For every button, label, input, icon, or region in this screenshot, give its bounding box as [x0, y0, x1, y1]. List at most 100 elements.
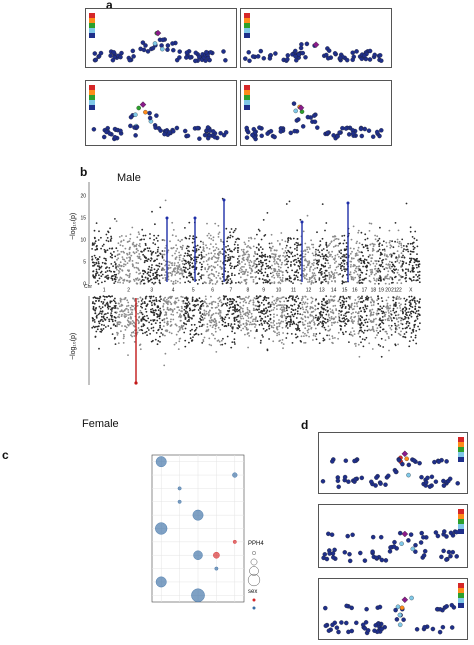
manhattan-point-female — [139, 296, 142, 299]
manhattan-point-male — [128, 248, 131, 251]
manhattan-point-female — [113, 323, 115, 326]
manhattan-point-male — [147, 250, 150, 252]
snp-point — [205, 125, 211, 130]
chr-axis-label: Chr — [84, 284, 93, 290]
dotplot-point — [213, 551, 220, 559]
snp-point — [411, 458, 417, 463]
snp-point — [369, 479, 374, 485]
manhattan-point-female — [100, 328, 102, 330]
snp-point — [184, 50, 190, 55]
snp-point — [393, 469, 399, 475]
manhattan-point-female — [97, 320, 100, 323]
manhattan-point-female — [118, 313, 121, 316]
manhattan-point-male — [96, 279, 99, 282]
manhattan-point-male — [121, 245, 124, 247]
snp-point — [171, 47, 176, 53]
ld-color-legend — [89, 13, 95, 38]
lead-snp-marker — [401, 450, 409, 458]
manhattan-point-male — [130, 254, 133, 257]
manhattan-point-male — [133, 278, 135, 281]
snp-point — [147, 110, 152, 116]
manhattan-point-male — [144, 244, 147, 247]
manhattan-point-male — [136, 236, 139, 239]
snp-point — [250, 132, 255, 138]
snp-point — [442, 529, 447, 534]
manhattan-point-female — [127, 320, 130, 323]
manhattan-point-male — [138, 244, 140, 247]
snp-point — [98, 50, 104, 56]
ld-legend-swatch — [89, 28, 95, 33]
snp-point — [421, 553, 427, 558]
manhattan-point-female — [110, 300, 113, 303]
manhattan-point-female — [92, 296, 95, 299]
snp-point — [268, 128, 274, 134]
manhattan-point-female — [114, 319, 117, 322]
manhattan-point-female — [95, 300, 97, 302]
snp-point — [427, 484, 433, 489]
snp-point — [131, 54, 136, 59]
ld-color-legend — [458, 583, 464, 608]
snp-point — [370, 534, 376, 540]
snp-point — [244, 125, 249, 131]
ld-color-legend — [458, 509, 464, 534]
manhattan-point-female — [114, 343, 117, 345]
dotplot-point — [155, 456, 167, 468]
snp-point — [258, 48, 264, 54]
manhattan-point-male — [94, 242, 96, 245]
snp-point — [440, 624, 446, 630]
manhattan-point-male — [107, 240, 110, 243]
manhattan-point-male — [120, 235, 123, 237]
snp-point — [370, 549, 375, 554]
snp-point — [292, 128, 297, 134]
manhattan-point-female — [120, 309, 123, 312]
snp-point — [350, 50, 355, 55]
snp-point — [177, 55, 182, 60]
manhattan-point-male — [128, 253, 131, 255]
snp-point — [377, 53, 383, 58]
manhattan-point-female — [120, 315, 123, 317]
manhattan-point-female — [104, 326, 107, 328]
manhattan-point-male — [150, 253, 153, 256]
manhattan-point-female — [129, 321, 132, 323]
manhattan-point-male — [104, 271, 107, 273]
manhattan-point-female — [108, 318, 110, 321]
snp-point — [150, 45, 156, 51]
manhattan-point-male — [103, 257, 106, 260]
lead-snp-marker — [154, 29, 162, 37]
manhattan-point-male — [110, 277, 113, 279]
manhattan-point-female — [114, 302, 117, 305]
snp-point — [315, 125, 320, 130]
manhattan-point-female — [94, 312, 97, 315]
manhattan-point-female — [158, 317, 161, 320]
snp-point — [391, 544, 397, 549]
manhattan-point-male — [106, 266, 108, 268]
manhattan-point-female — [116, 325, 118, 328]
snp-point — [444, 459, 449, 464]
manhattan-point-male — [154, 223, 156, 226]
manhattan-point-female — [111, 295, 113, 298]
manhattan-point-male — [135, 278, 138, 281]
snp-point — [362, 558, 368, 563]
chromosome-tick-label: 1 — [103, 288, 106, 294]
manhattan-point-female — [133, 300, 136, 302]
snp-point — [337, 55, 343, 61]
manhattan-point-male — [135, 251, 138, 254]
manhattan-point-male — [114, 263, 117, 265]
snp-point — [400, 461, 405, 467]
snp-point — [343, 458, 349, 463]
snp-point — [143, 43, 148, 48]
manhattan-point-female — [112, 307, 114, 309]
manhattan-point-male — [108, 269, 111, 272]
manhattan-point-male — [128, 240, 131, 243]
snp-point — [300, 124, 306, 129]
locuszoom-plot — [318, 432, 468, 494]
snp-point — [326, 628, 332, 633]
manhattan-point-male — [97, 283, 100, 285]
manhattan-point-male — [154, 277, 156, 280]
snp-point — [246, 50, 251, 55]
manhattan-point-male — [153, 238, 156, 241]
manhattan-point-female — [130, 308, 133, 311]
manhattan-point-male — [115, 220, 118, 223]
manhattan-point-female — [123, 315, 126, 317]
manhattan-point-male — [138, 257, 141, 260]
